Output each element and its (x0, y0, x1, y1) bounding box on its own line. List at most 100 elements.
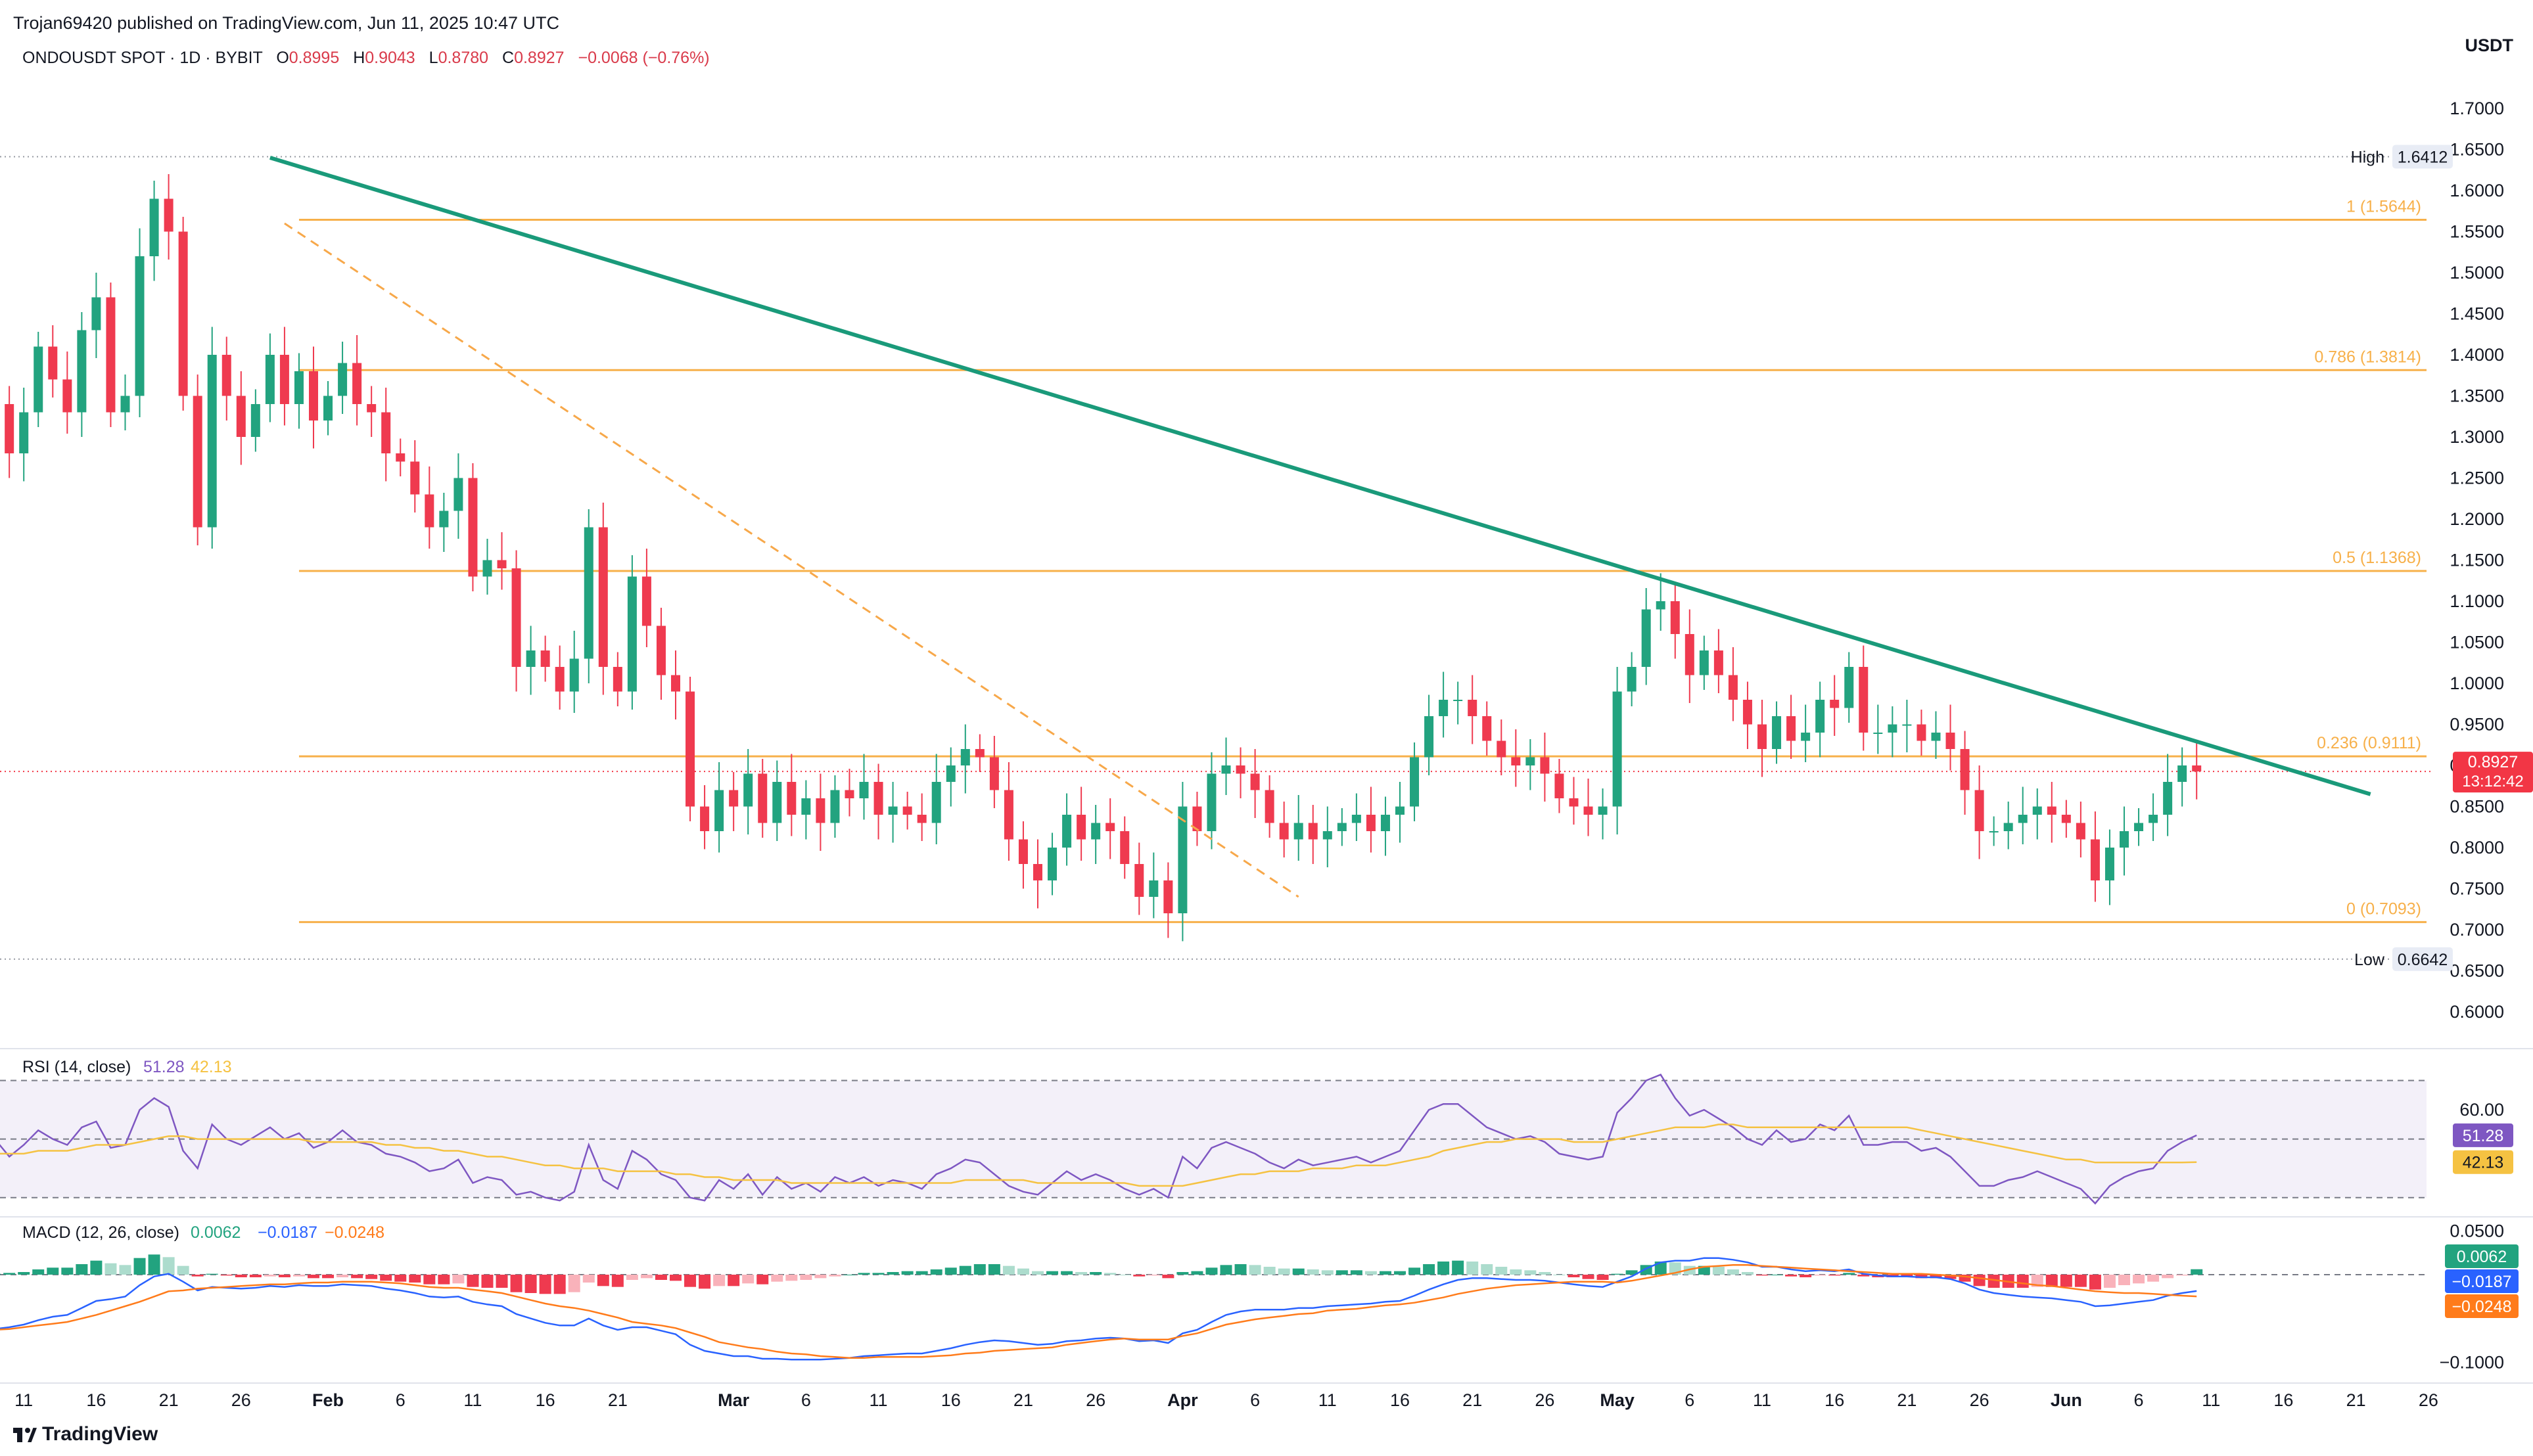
macd-histogram-bar (1843, 1273, 1855, 1275)
macd-histogram-bar (2016, 1275, 2029, 1288)
macd-histogram-bar (1423, 1264, 1435, 1275)
macd-histogram-bar (771, 1275, 783, 1282)
time-axis-tick: 11 (2202, 1390, 2220, 1410)
high-label: H (353, 49, 365, 67)
candle-body (1699, 650, 1709, 675)
candle-body (2003, 823, 2013, 831)
rsi-value-badge-text: 51.28 (2463, 1127, 2504, 1145)
candle-body (1960, 749, 1970, 790)
candle-body (1945, 733, 1955, 749)
candle-body (801, 798, 811, 815)
candle-body (729, 790, 739, 807)
candle-body (1830, 700, 1840, 708)
macd-histogram-bar (76, 1264, 88, 1275)
macd-histogram-bar (133, 1258, 146, 1275)
candle-body (1004, 790, 1013, 840)
macd-histogram-bar (901, 1271, 914, 1275)
candle-body (1468, 700, 1477, 716)
candle-body (1380, 815, 1390, 831)
candle-body (555, 667, 565, 692)
candle-body (743, 773, 753, 807)
macd-histogram-bar (1350, 1270, 1362, 1275)
macd-histogram-bar (1944, 1275, 1957, 1279)
macd-histogram-bar (2060, 1275, 2072, 1287)
price-axis-tick: 0.6500 (2450, 961, 2504, 981)
time-axis-tick: Apr (1167, 1390, 1198, 1410)
candle-body (48, 346, 58, 380)
macd-histogram-bar (1582, 1275, 1594, 1279)
candle-body (1844, 667, 1854, 708)
candle-body (1410, 757, 1420, 807)
candle-body (816, 798, 825, 823)
time-axis-tick: 11 (14, 1390, 33, 1410)
rsi-title: RSI (14, close) (22, 1058, 131, 1076)
macd-histogram-bar (2118, 1275, 2130, 1285)
time-axis-tick: 16 (1390, 1390, 1410, 1410)
candle-body (859, 782, 869, 798)
candle-body (34, 346, 43, 413)
macd-histogram-bar (1800, 1275, 1812, 1277)
candle-body (1279, 823, 1289, 840)
price-axis-tick: 1.1500 (2450, 551, 2504, 570)
macd-histogram-bar (32, 1269, 45, 1275)
macd-histogram-bar (684, 1275, 697, 1287)
symbol-legend: ONDOUSDT SPOT · 1D · BYBIT O0.8995 H0.90… (22, 49, 710, 68)
tradingview-logo[interactable]: TradingView (13, 1423, 158, 1445)
fib-level-label: 1 (1.5644) (2346, 198, 2421, 216)
candle-body (598, 527, 608, 667)
macd-histogram-bar (640, 1275, 653, 1279)
change-value: −0.0068 (−0.76%) (578, 49, 710, 67)
candle-body (2032, 806, 2042, 815)
macd-histogram-bar (2074, 1275, 2087, 1287)
candle-body (1583, 806, 1593, 815)
candle-body (62, 379, 72, 413)
macd-histogram-bar (438, 1275, 450, 1285)
macd-histogram-bar (916, 1271, 928, 1275)
macd-histogram-bar (496, 1275, 508, 1288)
macd-histogram-bar (756, 1275, 769, 1285)
candle-body (193, 396, 202, 528)
candle-body (2047, 806, 2057, 815)
macd-histogram-bar (1973, 1275, 1986, 1286)
macd-histogram-bar (452, 1275, 465, 1284)
macd-histogram-bar (1061, 1271, 1073, 1275)
candle-body (902, 806, 912, 815)
candle-body (714, 790, 724, 831)
symbol-line[interactable]: ONDOUSDT SPOT · 1D · BYBIT (22, 49, 263, 67)
time-axis-tick: 26 (231, 1390, 251, 1410)
macd-histogram-bar (1104, 1273, 1117, 1275)
high-value: 0.9043 (365, 49, 415, 67)
macd-histogram-bar (800, 1275, 812, 1280)
last-price-badge (2453, 752, 2533, 793)
time-axis-tick: Jun (2051, 1390, 2082, 1410)
candle-body (135, 256, 145, 396)
macd-histogram-bar (1452, 1260, 1464, 1275)
macd-histogram-bar (2162, 1275, 2174, 1279)
candle-body (323, 396, 333, 421)
macd-histogram-bar (177, 1265, 189, 1275)
macd-histogram-bar (944, 1267, 957, 1275)
candle-body (888, 806, 898, 815)
rsi-line (0, 1074, 2197, 1205)
time-axis-tick: 21 (159, 1390, 179, 1410)
macd-histogram-bar (351, 1275, 363, 1279)
low-value: 0.8780 (438, 49, 489, 67)
candle-body (497, 560, 507, 568)
macd-axis-tick: −0.1000 (2440, 1352, 2504, 1372)
candle-body (1859, 667, 1869, 733)
fib-level-label: 0.5 (1.1368) (2333, 549, 2421, 567)
macd-histogram-bar (0, 1273, 1, 1275)
macd-histogram-bar (264, 1275, 276, 1277)
candle-body (641, 576, 651, 626)
macd-histogram-bar (1915, 1275, 1928, 1279)
macd-histogram-bar (1930, 1275, 1942, 1279)
candle-body (1077, 815, 1086, 840)
candle-body (453, 478, 463, 511)
macd-histogram-bar (1220, 1265, 1232, 1275)
candle-body (656, 626, 666, 675)
macd-histogram-bar (278, 1275, 290, 1277)
candle-body (2104, 848, 2114, 880)
time-axis-tick: 21 (1462, 1390, 1482, 1410)
macd-histogram-bar (1524, 1270, 1537, 1275)
